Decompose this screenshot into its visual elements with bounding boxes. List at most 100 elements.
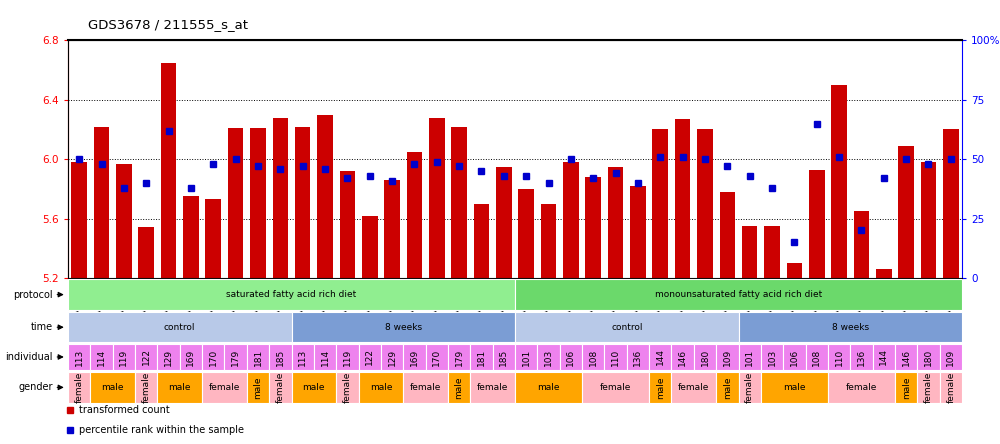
Bar <box>202 372 247 403</box>
Bar <box>694 344 716 370</box>
Text: 169: 169 <box>186 349 195 365</box>
Bar <box>135 372 157 403</box>
Text: female: female <box>477 383 508 392</box>
Bar <box>716 344 739 370</box>
Text: female: female <box>600 383 631 392</box>
Bar <box>876 269 892 278</box>
Text: 119: 119 <box>119 349 128 365</box>
Text: control: control <box>164 323 196 332</box>
Text: 169: 169 <box>410 349 419 365</box>
Bar <box>582 372 649 403</box>
Text: 114: 114 <box>321 349 330 365</box>
Bar <box>407 152 422 278</box>
Text: protocol: protocol <box>13 289 53 300</box>
Bar <box>359 344 381 370</box>
Bar <box>295 127 310 278</box>
Bar <box>336 344 359 370</box>
Bar <box>895 344 917 370</box>
Bar <box>585 177 601 278</box>
Bar <box>917 372 940 403</box>
Bar <box>671 372 716 403</box>
Bar <box>94 127 109 278</box>
Text: 180: 180 <box>700 349 709 365</box>
Bar <box>362 216 378 278</box>
Text: 144: 144 <box>879 349 888 365</box>
Bar <box>742 226 757 278</box>
Bar <box>738 344 761 370</box>
Text: 101: 101 <box>745 349 754 365</box>
Text: 122: 122 <box>142 349 151 365</box>
Bar <box>247 372 269 403</box>
Text: individual: individual <box>6 352 53 362</box>
Text: male: male <box>455 376 464 399</box>
Bar <box>273 118 288 278</box>
Bar <box>68 372 90 403</box>
Bar <box>340 171 355 278</box>
Text: 129: 129 <box>164 349 173 365</box>
Text: percentile rank within the sample: percentile rank within the sample <box>79 424 244 435</box>
Bar <box>809 170 825 278</box>
Text: male: male <box>168 383 191 392</box>
Bar <box>451 127 467 278</box>
Bar <box>940 344 962 370</box>
Text: 106: 106 <box>790 349 799 365</box>
Text: female: female <box>142 372 151 403</box>
Bar <box>68 312 292 342</box>
Text: 146: 146 <box>902 349 911 365</box>
Bar <box>649 344 671 370</box>
Text: 146: 146 <box>678 349 687 365</box>
Bar <box>917 344 940 370</box>
Bar <box>764 226 780 278</box>
Bar <box>761 344 783 370</box>
Bar <box>269 372 292 403</box>
Bar <box>738 312 962 342</box>
Bar <box>738 372 761 403</box>
Bar <box>787 263 802 278</box>
Text: 144: 144 <box>656 349 665 365</box>
Bar <box>470 372 515 403</box>
Bar <box>652 130 668 278</box>
Text: gender: gender <box>19 382 53 392</box>
Bar <box>292 312 515 342</box>
Text: saturated fatty acid rich diet: saturated fatty acid rich diet <box>226 290 357 299</box>
Bar <box>381 344 403 370</box>
Text: 170: 170 <box>209 349 218 365</box>
Text: 106: 106 <box>566 349 575 365</box>
Bar <box>448 344 470 370</box>
Text: 185: 185 <box>276 349 285 365</box>
Text: 136: 136 <box>633 349 642 365</box>
Bar <box>582 344 604 370</box>
Bar <box>806 344 828 370</box>
Bar <box>292 344 314 370</box>
Bar <box>292 372 336 403</box>
Bar <box>541 204 556 278</box>
Bar <box>470 344 493 370</box>
Bar <box>921 162 936 278</box>
Text: female: female <box>745 372 754 403</box>
Bar <box>247 344 269 370</box>
Text: 181: 181 <box>253 349 262 365</box>
Bar <box>161 63 176 278</box>
Text: male: male <box>656 376 665 399</box>
Text: control: control <box>611 323 642 332</box>
Bar <box>649 372 671 403</box>
Text: female: female <box>75 372 84 403</box>
Bar <box>873 344 895 370</box>
Bar <box>537 344 560 370</box>
Text: female: female <box>678 383 709 392</box>
Bar <box>202 344 224 370</box>
Bar <box>895 372 917 403</box>
Bar <box>940 372 962 403</box>
Bar <box>496 166 512 278</box>
Bar <box>627 344 649 370</box>
Text: female: female <box>209 383 240 392</box>
Bar <box>90 372 135 403</box>
Bar <box>113 344 135 370</box>
Bar <box>716 372 739 403</box>
Text: 179: 179 <box>231 349 240 365</box>
Bar <box>515 344 537 370</box>
Text: transformed count: transformed count <box>79 404 170 415</box>
Bar <box>90 344 113 370</box>
Bar <box>898 146 914 278</box>
Bar <box>604 344 627 370</box>
